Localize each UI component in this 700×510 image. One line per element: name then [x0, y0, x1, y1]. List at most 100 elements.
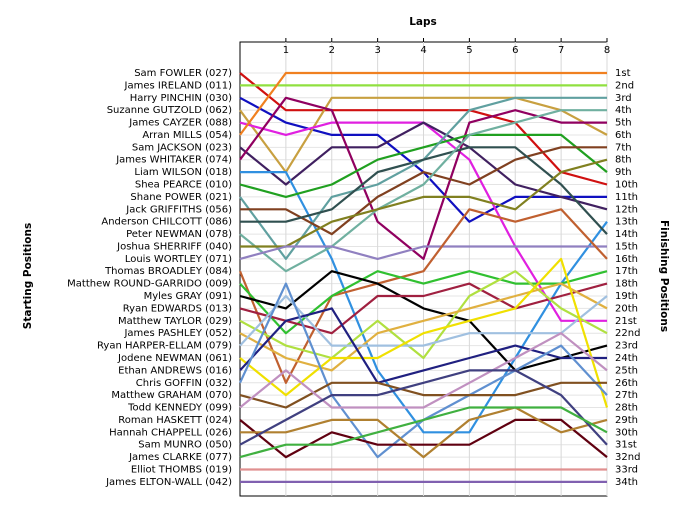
- starting-driver-label: Shea PEARCE (010): [135, 180, 232, 191]
- finishing-position-label: 23rd: [615, 341, 638, 352]
- driver-line: [238, 208, 608, 384]
- starting-driver-label: Hannah CHAPPELL (026): [109, 427, 232, 438]
- labels: 1 2 3 4 5 6 7 81st2nd3rd4th5th6th7th8th9th10th1…: [67, 45, 640, 488]
- driver-line: [239, 406, 608, 459]
- starting-driver-label: Liam WILSON (018): [134, 167, 232, 178]
- finishing-position-label: 15th: [615, 241, 638, 252]
- finishing-position-label: 5th: [615, 118, 632, 129]
- driver-line: [239, 282, 608, 372]
- driver-line: [239, 369, 608, 446]
- starting-driver-label: James PASHLEY (052): [123, 328, 232, 339]
- driver-line: [240, 146, 608, 235]
- finishing-position-label: 7th: [615, 142, 632, 153]
- driver-line: [239, 71, 607, 136]
- starting-driver-label: James IRELAND (011): [124, 80, 233, 91]
- y-axis-label-left: Starting Positions: [22, 223, 34, 329]
- starting-driver-label: Joshua SHERRIFF (040): [116, 241, 232, 252]
- driver-line: [239, 270, 608, 360]
- starting-driver-label: Chris GOFFIN (032): [136, 378, 232, 389]
- finishing-position-label: 10th: [615, 180, 638, 191]
- starting-driver-label: Anderson CHILCOTT (086): [101, 217, 232, 228]
- starting-driver-label: Matthew TAYLOR (029): [118, 316, 232, 327]
- y-axis-label-right: Finishing Positions: [658, 220, 670, 332]
- finishing-position-label: 28th: [615, 403, 638, 414]
- finishing-position-label: 22nd: [615, 328, 640, 339]
- driver-line: [239, 282, 608, 335]
- driver-line: [239, 332, 608, 409]
- starting-driver-label: James CAYZER (088): [128, 118, 232, 129]
- starting-driver-label: Suzanne GUTZOLD (062): [107, 105, 232, 116]
- finishing-position-label: 30th: [615, 427, 638, 438]
- finishing-position-label: 34th: [615, 477, 638, 488]
- starting-driver-label: Matthew ROUND-GARRIDO (009): [67, 279, 232, 290]
- starting-driver-label: Matthew GRAHAM (070): [111, 390, 232, 401]
- starting-driver-label: Jodene NEWMAN (061): [117, 353, 232, 364]
- starting-driver-label: Sam JACKSON (023): [132, 142, 232, 153]
- starting-driver-label: Thomas BROADLEY (084): [104, 266, 232, 277]
- lap-tick-label: 5: [466, 45, 472, 56]
- starting-driver-label: Louis WORTLEY (071): [125, 254, 232, 265]
- finishing-position-label: 9th: [615, 167, 632, 178]
- starting-driver-label: Ryan EDWARDS (013): [123, 303, 232, 314]
- lines: [238, 71, 609, 483]
- starting-driver-label: Myles GRAY (091): [144, 291, 232, 302]
- starting-driver-label: Harry PINCHIN (030): [130, 93, 232, 104]
- starting-driver-label: Ethan ANDREWS (016): [118, 365, 232, 376]
- finishing-position-label: 1st: [615, 68, 631, 79]
- lap-tick-label: 7: [558, 45, 564, 56]
- starting-driver-label: James CLARKE (077): [128, 452, 232, 463]
- lap-tick-label: 6: [512, 45, 518, 56]
- finishing-position-label: 14th: [615, 229, 638, 240]
- finishing-position-label: 16th: [615, 254, 638, 265]
- finishing-position-label: 8th: [615, 155, 632, 166]
- finishing-position-label: 32nd: [615, 452, 640, 463]
- lap-tick-label: 4: [420, 45, 426, 56]
- driver-line: [239, 294, 608, 347]
- finishing-position-label: 26th: [615, 378, 638, 389]
- lap-tick-label: 3: [374, 45, 380, 56]
- driver-line: [239, 418, 608, 459]
- finishing-position-label: 12th: [615, 204, 638, 215]
- starting-driver-label: Roman HASKETT (024): [118, 415, 232, 426]
- finishing-position-label: 25th: [615, 365, 638, 376]
- lap-tick-label: 8: [604, 45, 610, 56]
- finishing-position-label: 21st: [615, 316, 637, 327]
- starting-driver-label: Ryan HARPER-ELLAM (079): [97, 341, 232, 352]
- starting-driver-label: Todd KENNEDY (099): [127, 403, 232, 414]
- driver-line: [239, 96, 607, 260]
- finishing-position-label: 2nd: [615, 80, 634, 91]
- starting-driver-label: Elliot THOMBS (019): [131, 464, 232, 475]
- finishing-position-label: 11th: [615, 192, 638, 203]
- finishing-position-label: 13th: [615, 217, 638, 228]
- starting-driver-label: Sam MUNRO (050): [138, 440, 232, 451]
- starting-driver-label: James ELTON-WALL (042): [105, 477, 232, 488]
- starting-driver-label: Arran MILLS (054): [142, 130, 232, 141]
- finishing-position-label: 27th: [615, 390, 638, 401]
- starting-driver-label: Sam FOWLER (027): [134, 68, 232, 79]
- finishing-position-label: 33rd: [615, 464, 638, 475]
- driver-line: [239, 245, 607, 260]
- driver-line: [239, 109, 607, 273]
- driver-line: [239, 121, 608, 211]
- driver-line: [239, 270, 608, 372]
- driver-line: [239, 96, 608, 174]
- starting-driver-label: Peter NEWMAN (078): [126, 229, 232, 240]
- finishing-position-label: 19th: [615, 291, 638, 302]
- finishing-position-label: 6th: [615, 130, 632, 141]
- finishing-position-label: 24th: [615, 353, 638, 364]
- driver-line: [240, 171, 608, 434]
- driver-line: [239, 133, 608, 198]
- finishing-position-label: 20th: [615, 303, 638, 314]
- driver-line: [240, 406, 608, 459]
- finishing-position-label: 4th: [615, 105, 632, 116]
- starting-driver-label: James WHITAKER (074): [115, 155, 232, 166]
- chart-title: Laps: [409, 16, 437, 28]
- finishing-position-label: 3rd: [615, 93, 632, 104]
- lap-tick-label: 1: [283, 45, 289, 56]
- driver-line: [240, 158, 608, 248]
- finishing-position-label: 17th: [615, 266, 638, 277]
- finishing-position-label: 31st: [615, 440, 637, 451]
- starting-driver-label: Shane POWER (021): [130, 192, 232, 203]
- finishing-position-label: 18th: [615, 279, 638, 290]
